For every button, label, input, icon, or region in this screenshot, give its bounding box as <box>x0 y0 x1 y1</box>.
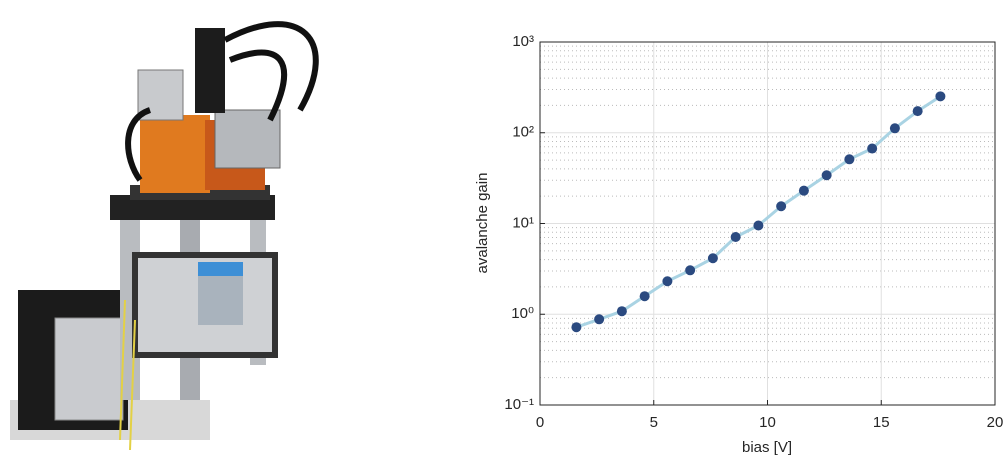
y-tick-label: 10² <box>512 124 534 141</box>
data-point <box>935 91 946 102</box>
data-point <box>685 265 696 276</box>
x-tick-label: 0 <box>536 414 544 431</box>
data-point <box>867 143 878 154</box>
data-point <box>753 220 764 231</box>
x-tick-label: 5 <box>650 414 658 431</box>
y-tick-label: 10¹ <box>512 214 534 231</box>
x-tick-label: 10 <box>759 414 776 431</box>
data-point <box>594 314 605 325</box>
y-tick-label: 10⁰ <box>511 305 534 322</box>
y-axis-title: avalanche gain <box>474 173 491 274</box>
data-point <box>707 253 718 264</box>
data-point <box>571 322 582 333</box>
data-point <box>889 123 900 134</box>
axes-box <box>539 41 996 406</box>
data-point <box>662 276 673 287</box>
data-point <box>844 154 855 165</box>
x-tick-label: 20 <box>987 414 1004 431</box>
data-point <box>912 106 923 117</box>
y-tick-label: 10³ <box>512 33 534 50</box>
x-axis-title: bias [V] <box>742 439 792 456</box>
y-tick-label: 10⁻¹ <box>504 396 534 413</box>
x-tick-label: 15 <box>873 414 890 431</box>
data-point <box>616 306 627 317</box>
data-point <box>776 201 787 212</box>
data-point <box>639 291 650 302</box>
data-point <box>798 185 809 196</box>
apparatus-photo <box>10 21 319 451</box>
marks <box>571 91 946 333</box>
data-point <box>821 170 832 181</box>
data-point <box>730 231 741 242</box>
